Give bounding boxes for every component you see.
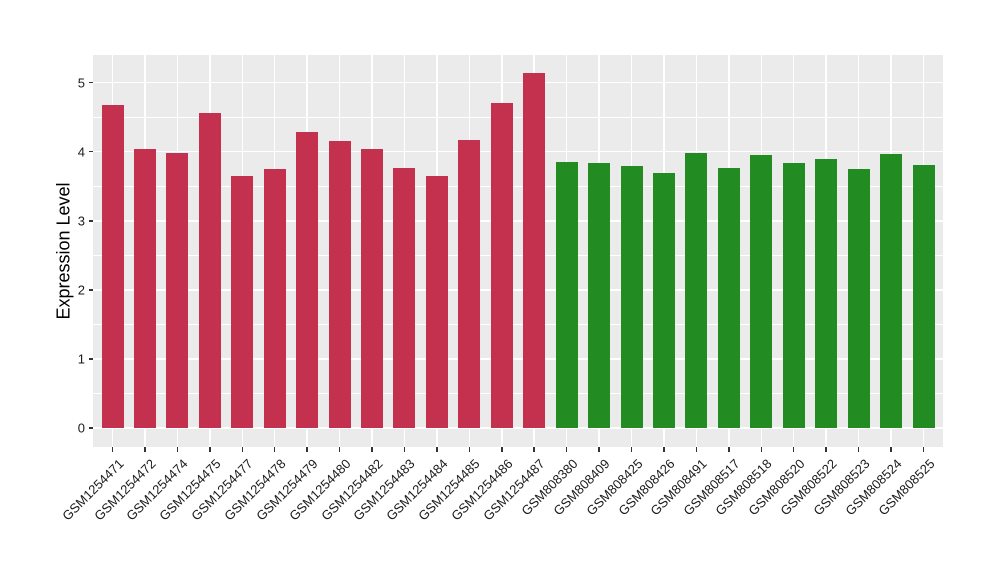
y-tick-label: 4: [77, 144, 85, 160]
bar-GSM1254486: [490, 103, 513, 428]
x-axis-tick: [468, 447, 471, 452]
bar-GSM1254482: [361, 148, 384, 428]
bar-GSM808525: [912, 164, 935, 428]
x-axis-tick: [209, 447, 211, 452]
y-axis-tick: [89, 358, 93, 360]
bar-GSM1254475: [198, 113, 221, 428]
bar-GSM1254474: [166, 153, 189, 428]
x-axis-tick: [403, 447, 406, 452]
x-axis-tick: [144, 447, 146, 452]
major-gridline: [93, 81, 943, 84]
x-axis-tick: [825, 447, 827, 452]
x-axis-tick: [890, 447, 892, 452]
bar-GSM808524: [880, 154, 903, 428]
x-axis-tick: [501, 447, 503, 452]
y-tick-label: 5: [77, 75, 85, 91]
x-axis-tick: [533, 447, 535, 452]
major-gridline: [93, 289, 943, 291]
x-axis-tick: [630, 447, 633, 452]
bar-GSM1254479: [296, 131, 319, 428]
bar-GSM1254472: [133, 148, 156, 428]
y-tick-label: 2: [77, 282, 85, 298]
x-axis-tick: [241, 447, 243, 452]
bar-GSM808426: [652, 173, 675, 428]
bar-GSM808518: [750, 155, 773, 428]
x-axis-tick: [922, 447, 925, 452]
minor-gridline: [93, 323, 943, 325]
bar-GSM808523: [847, 168, 870, 428]
major-gridline: [93, 220, 943, 222]
y-axis-tick: [89, 150, 93, 153]
plot-area: [93, 55, 943, 447]
y-axis-tick: [89, 220, 93, 222]
y-axis-title: Expression Level: [53, 182, 74, 320]
bar-GSM1254478: [263, 168, 286, 428]
bar-GSM808425: [620, 166, 643, 428]
bar-GSM1254480: [328, 140, 351, 428]
x-axis-tick: [436, 447, 438, 452]
y-tick-label: 0: [77, 420, 85, 436]
bar-GSM1254477: [231, 175, 254, 428]
bar-GSM1254471: [101, 104, 124, 428]
bar-GSM808517: [717, 168, 740, 428]
x-axis-tick: [565, 447, 568, 452]
bar-GSM1254483: [393, 167, 416, 428]
x-axis-tick: [598, 447, 600, 452]
x-axis-tick: [111, 447, 114, 452]
x-axis-tick: [760, 447, 763, 452]
bar-GSM808491: [685, 153, 708, 428]
minor-gridline: [93, 116, 943, 118]
x-axis-tick: [695, 447, 698, 452]
y-tick-label: 3: [77, 213, 85, 229]
bar-GSM808380: [555, 162, 578, 428]
x-axis-tick: [273, 447, 276, 452]
y-tick-label: 1: [77, 351, 85, 367]
bar-GSM808409: [588, 163, 611, 428]
minor-gridline: [93, 393, 943, 394]
bar-GSM808520: [782, 163, 805, 428]
bar-GSM1254484: [425, 175, 448, 428]
bar-GSM1254487: [523, 72, 546, 428]
x-axis-tick: [728, 447, 730, 452]
major-gridline: [93, 358, 943, 360]
x-axis-tick: [663, 447, 665, 452]
x-axis-tick: [792, 447, 795, 452]
bar-GSM808522: [815, 158, 838, 428]
bar-GSM1254485: [458, 139, 481, 428]
x-axis-tick: [338, 447, 341, 452]
minor-gridline: [93, 254, 943, 256]
x-axis-tick: [306, 447, 308, 452]
y-axis-tick: [89, 81, 93, 84]
x-axis-tick: [857, 447, 860, 452]
x-axis-tick: [371, 447, 373, 452]
x-axis-tick: [176, 447, 179, 452]
major-gridline: [93, 150, 943, 153]
y-axis-tick: [89, 289, 93, 291]
minor-gridline: [93, 185, 943, 187]
y-axis-tick: [89, 427, 93, 429]
major-gridline: [93, 427, 943, 429]
